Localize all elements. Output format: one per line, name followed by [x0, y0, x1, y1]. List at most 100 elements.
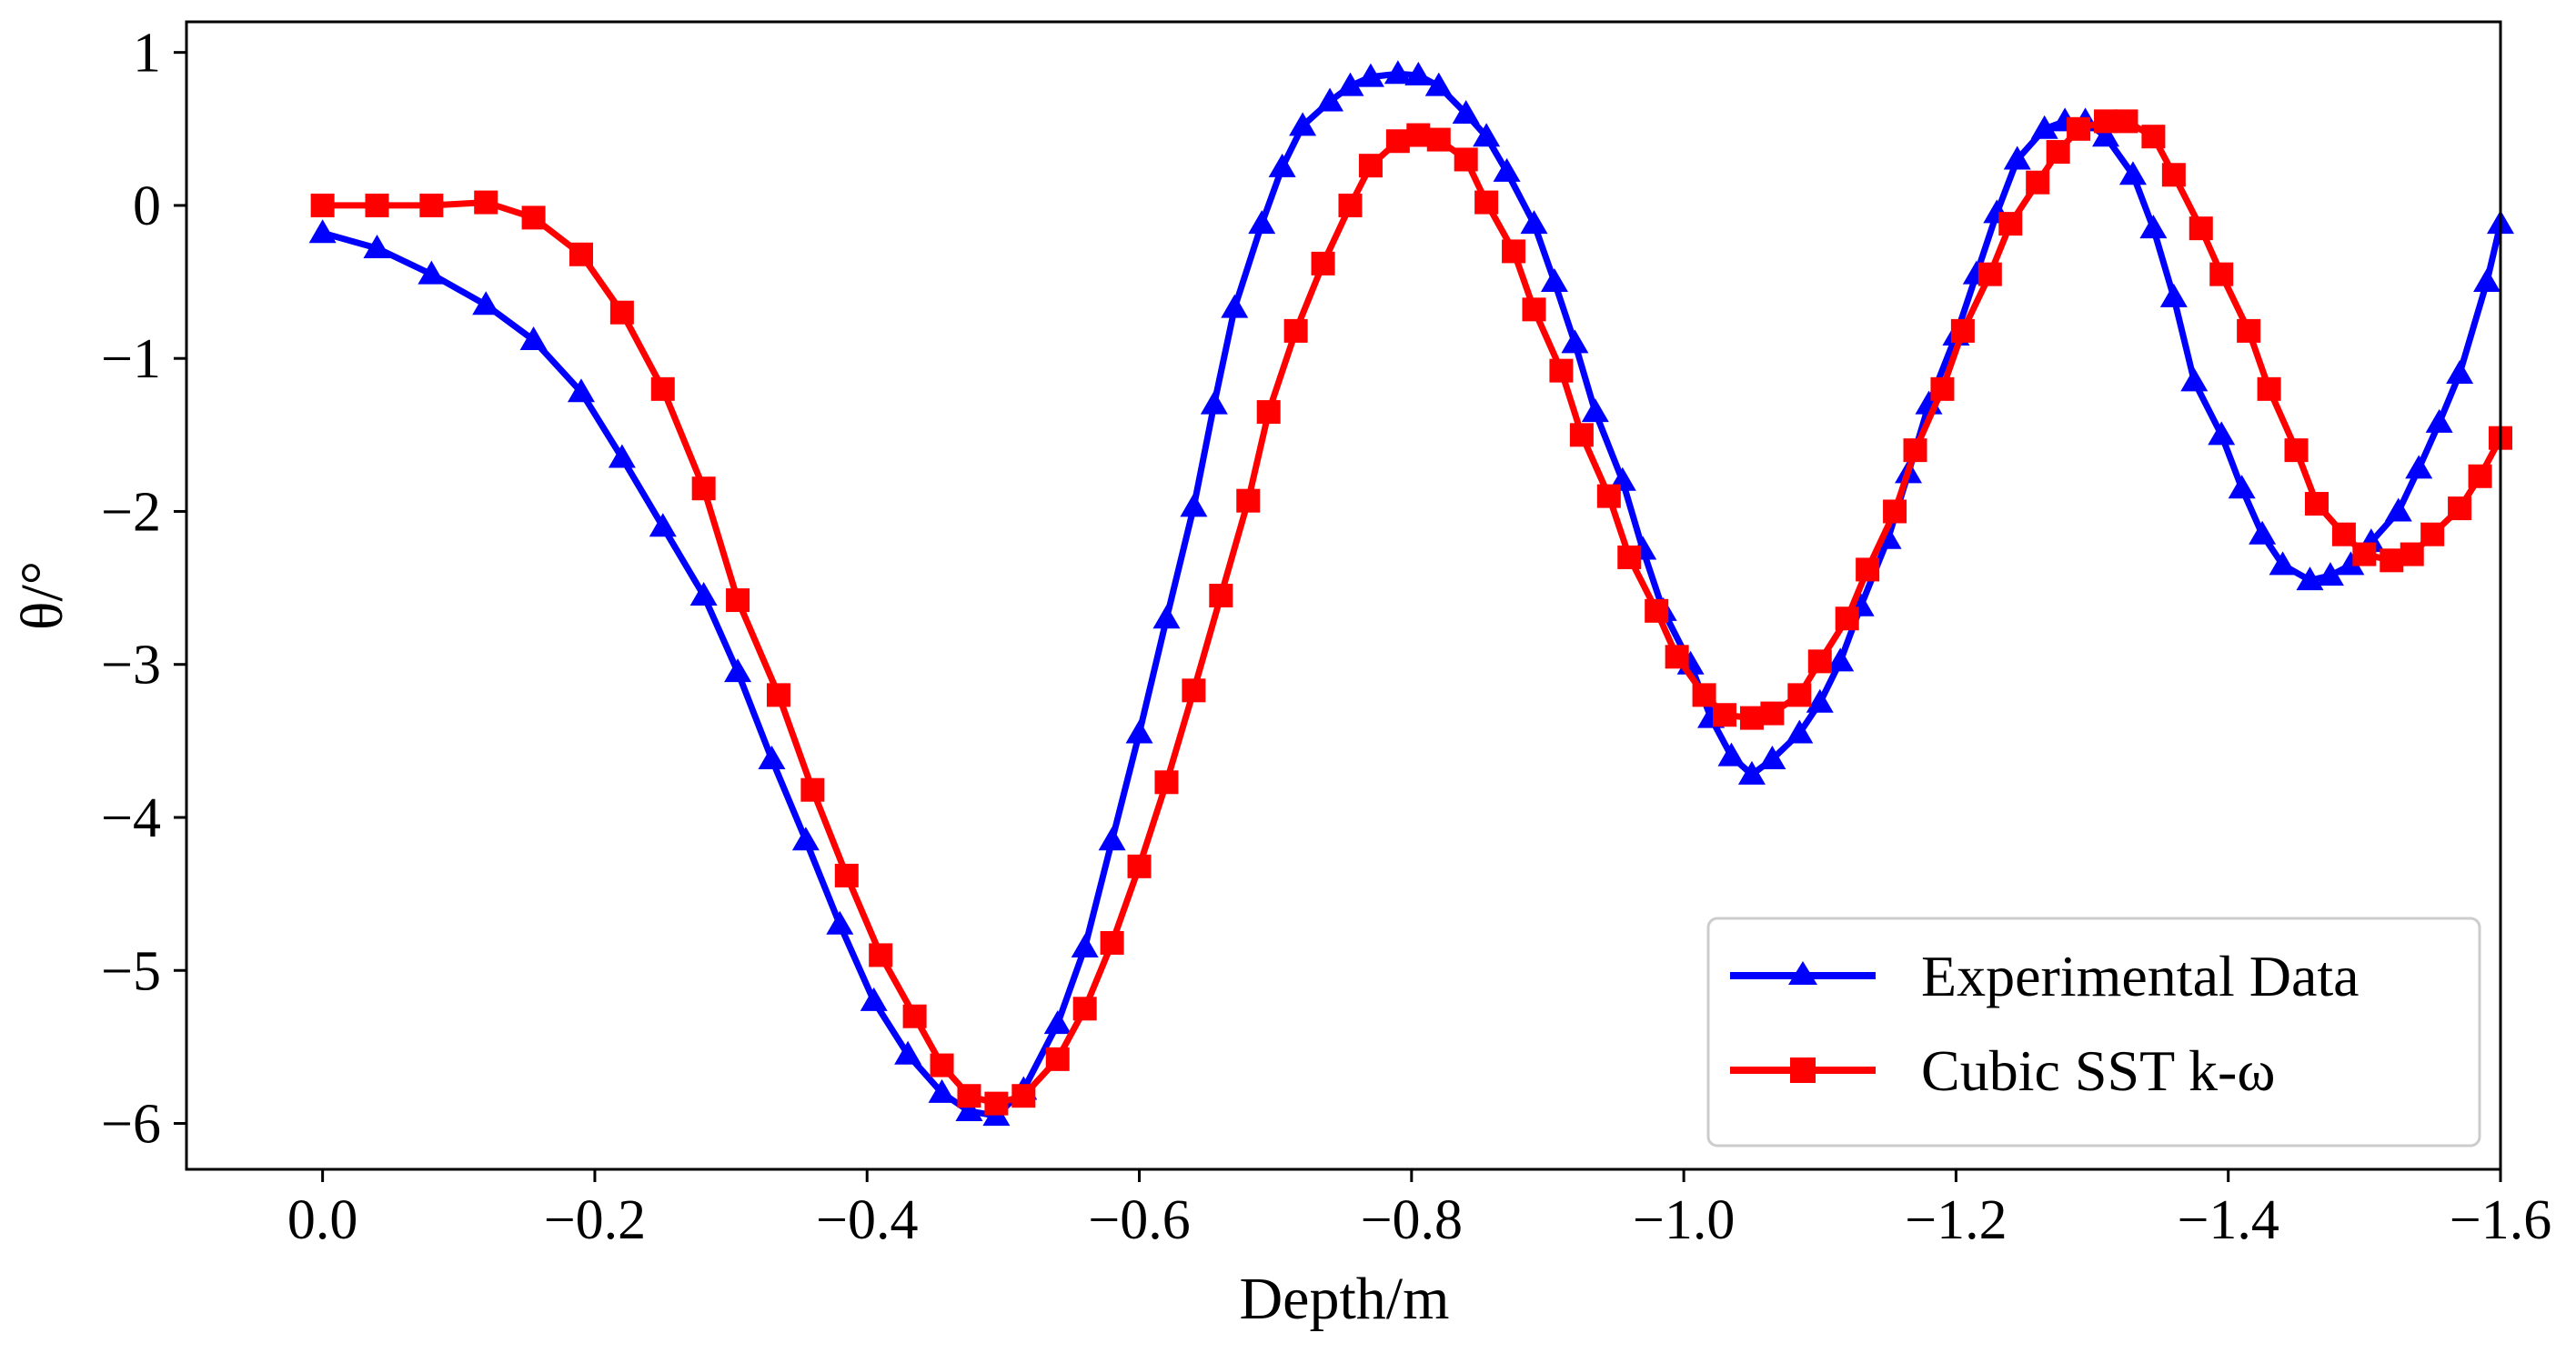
data-point-triangle	[1248, 210, 1276, 235]
data-point-triangle	[1540, 268, 1568, 293]
x-tick-label: −1.0	[1633, 1189, 1735, 1251]
data-point-triangle	[1336, 72, 1364, 96]
data-point-triangle	[1071, 934, 1099, 958]
data-point-square	[569, 242, 593, 266]
data-point-square	[2284, 438, 2309, 463]
data-point-square	[1549, 358, 1574, 383]
data-point-triangle	[649, 513, 677, 537]
data-point-square	[2026, 170, 2050, 195]
legend-label-cubic-sst: Cubic SST k-ω	[1921, 1038, 2275, 1103]
data-point-triangle	[1200, 390, 1228, 415]
data-point-triangle	[2337, 551, 2365, 576]
series-layer	[308, 60, 2514, 1127]
data-point-triangle	[2208, 421, 2236, 446]
y-tick-label: −2	[101, 481, 161, 543]
data-point-triangle	[1356, 63, 1384, 87]
data-point-square	[1835, 606, 1859, 631]
data-point-triangle	[308, 219, 337, 244]
data-point-square	[1311, 251, 1335, 276]
data-point-triangle	[791, 827, 820, 851]
data-point-square	[869, 943, 893, 967]
data-point-square	[1596, 484, 1621, 508]
data-point-square	[310, 193, 335, 217]
data-point-triangle	[2249, 520, 2277, 545]
x-axis: 0.0 −0.2 −0.4 −0.6 −0.8 −1.0 −1.2 −1.4 −1.6	[287, 1169, 2551, 1251]
data-point-square	[1338, 193, 1363, 217]
data-point-square	[1426, 127, 1451, 152]
data-point-triangle	[1561, 329, 1589, 354]
data-point-triangle	[1221, 294, 1249, 318]
y-tick-label: −1	[101, 328, 161, 390]
data-point-square	[419, 193, 444, 217]
data-point-square	[1998, 212, 2023, 236]
data-point-square	[1977, 262, 2002, 286]
data-point-square	[1950, 318, 1975, 343]
data-point-triangle	[955, 1097, 983, 1122]
y-tick-label: −6	[101, 1094, 161, 1156]
data-point-triangle	[2092, 123, 2120, 147]
data-point-square	[2189, 216, 2213, 241]
y-axis: 1 0 −1 −2 −3 −4 −5 −6	[101, 23, 186, 1156]
data-point-square	[1502, 239, 1526, 264]
data-point-triangle	[2384, 497, 2412, 522]
data-point-triangle	[2159, 283, 2188, 307]
data-point-square	[1127, 854, 1152, 878]
data-point-square	[1406, 123, 1431, 147]
data-point-triangle	[689, 582, 718, 606]
y-tick-label: −4	[101, 787, 161, 849]
data-point-triangle	[418, 260, 446, 285]
data-point-square	[1454, 147, 1478, 172]
data-point-square	[1883, 499, 1907, 524]
data-point-square	[1358, 154, 1383, 178]
data-point-square	[1903, 438, 1927, 463]
data-point-square	[1011, 1084, 1036, 1108]
data-point-square	[1045, 1047, 1070, 1071]
data-point-square	[1283, 318, 1308, 343]
data-point-square	[1569, 423, 1594, 447]
data-point-square	[1072, 997, 1097, 1021]
y-axis-label: θ/°	[9, 561, 75, 630]
data-point-square	[2114, 109, 2138, 134]
x-tick-label: −0.8	[1361, 1189, 1463, 1251]
data-point-triangle	[1043, 1010, 1072, 1035]
legend-box	[1706, 917, 2481, 1148]
data-point-square	[521, 205, 546, 230]
data-point-triangle	[2296, 566, 2324, 591]
data-point-square	[1617, 545, 1642, 569]
data-point-square	[902, 1004, 927, 1028]
data-point-square	[1522, 297, 1546, 322]
x-tick-label: −1.2	[1905, 1189, 2007, 1251]
data-point-triangle	[2473, 268, 2501, 293]
data-point-triangle	[1806, 688, 1834, 713]
data-point-triangle	[2425, 408, 2453, 433]
data-point-square	[957, 1084, 981, 1108]
data-point-triangle	[928, 1078, 956, 1103]
data-point-triangle	[567, 378, 595, 403]
data-point-triangle	[472, 291, 500, 316]
data-point-square	[1930, 376, 1955, 401]
data-point-triangle	[1316, 87, 1344, 112]
data-point-square	[2304, 492, 2329, 516]
x-tick-label: −1.6	[2450, 1189, 2551, 1251]
x-tick-label: −1.4	[2177, 1189, 2279, 1251]
data-point-square	[2209, 262, 2234, 286]
data-point-square	[1182, 678, 1206, 703]
data-point-triangle	[608, 444, 636, 468]
y-tick-label: 0	[133, 175, 161, 237]
data-point-square	[1739, 706, 1764, 730]
data-point-triangle	[2139, 215, 2168, 239]
data-point-triangle	[1737, 760, 1766, 785]
data-point-triangle	[2228, 475, 2256, 499]
legend-marker-cubic-sst	[1790, 1057, 1816, 1083]
data-point-triangle	[519, 326, 548, 350]
data-point-square	[1807, 649, 1832, 674]
data-point-square	[2380, 548, 2404, 573]
x-tick-label: −0.4	[816, 1189, 918, 1251]
data-point-triangle	[2118, 161, 2147, 185]
data-point-triangle	[1717, 742, 1746, 767]
data-point-square	[1760, 701, 1785, 726]
data-point-triangle	[2446, 360, 2474, 385]
data-point-triangle	[1473, 123, 1501, 147]
data-point-square	[984, 1091, 1009, 1116]
